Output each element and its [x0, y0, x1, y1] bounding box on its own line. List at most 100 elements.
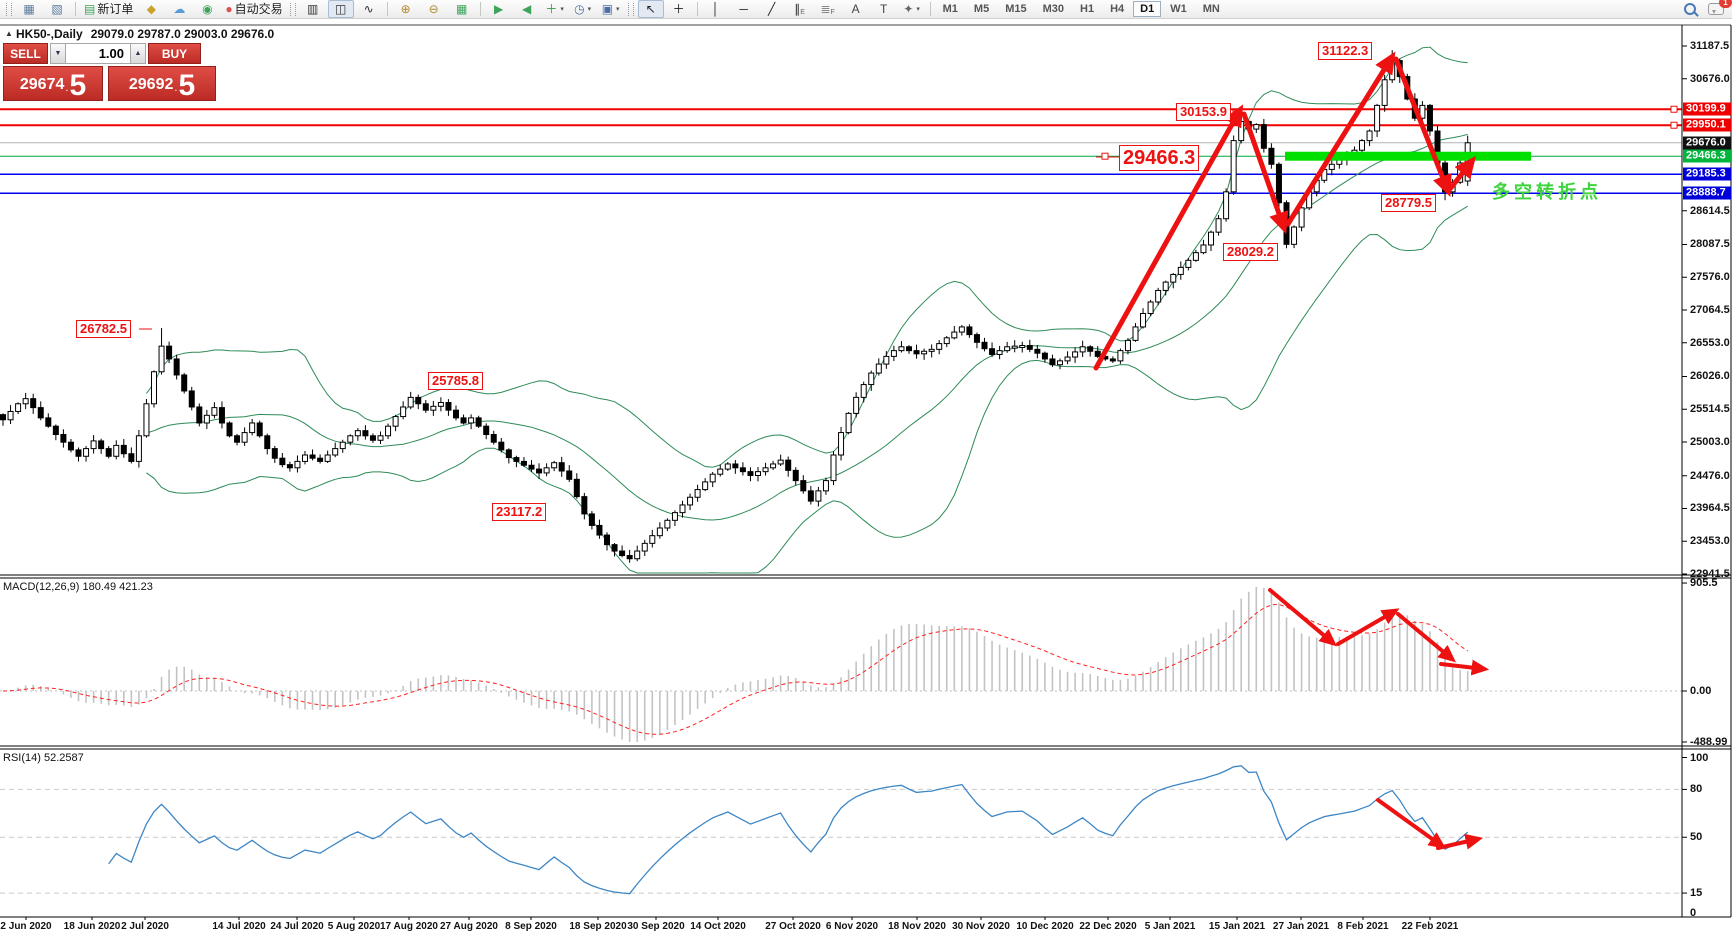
horizontal-line-icon: ─ [739, 2, 748, 16]
trendline-button[interactable]: ╱ [759, 0, 785, 18]
vertical-line-icon: │ [711, 2, 720, 16]
volume-increase-button[interactable]: ▲ [130, 43, 146, 64]
date-axis-label: 5 Jan 2021 [1144, 921, 1196, 932]
timeframe-mn[interactable]: MN [1202, 3, 1220, 15]
buy-label: BUY [148, 43, 201, 64]
timeframe-h1[interactable]: H1 [1080, 3, 1095, 15]
zoom-in-icon: ⊕ [400, 2, 411, 16]
metaeditor-icon: ☁ [173, 2, 186, 16]
price-axis-tick: 30676.0 [1690, 72, 1730, 85]
bar-chart-icon: ▥ [306, 2, 319, 16]
date-axis-label: 18 Nov 2020 [888, 921, 946, 932]
history-center-icon[interactable]: ◆ [138, 0, 164, 18]
rsi-axis-tick: 100 [1690, 751, 1709, 764]
price-annotation: 26782.5 [76, 320, 131, 338]
date-axis-label: 30 Nov 2020 [952, 921, 1010, 932]
date-axis-label: 14 Oct 2020 [690, 921, 746, 932]
trendline-icon: ╱ [768, 2, 776, 16]
equidistant-channel-button[interactable]: ∥ E [787, 0, 813, 18]
sell-button[interactable]: 29674. 5 [3, 66, 103, 101]
zoom-out-button[interactable]: ⊖ [421, 0, 447, 18]
buy-price-main: 29692 [128, 76, 174, 93]
line-chart-icon: ∿ [363, 2, 374, 16]
chart-shift-icon: ◀ [522, 2, 532, 16]
tile-windows-button[interactable]: ▦ [449, 0, 475, 18]
cursor-button[interactable]: ↖ [637, 0, 664, 18]
new-order-button-label: 新订单 [97, 2, 134, 16]
profiles-button[interactable]: ▧ [44, 0, 70, 18]
price-axis-tick: 23453.0 [1690, 535, 1730, 548]
templates-dropdown[interactable]: ▣ ▾ [598, 0, 624, 18]
line-chart-button[interactable]: ∿ [356, 0, 382, 18]
new-chart-icon: ▦ [23, 2, 35, 16]
buy-button[interactable]: 29692. 5 [108, 66, 216, 101]
chinese-annotation-text: 多空转折点 [1492, 182, 1602, 202]
templates-icon: ▣ [601, 2, 614, 16]
price-axis-tick: 25514.5 [1690, 403, 1730, 416]
chevron-down-icon: ▾ [916, 5, 920, 13]
candlestick-chart-button[interactable]: ◫ [327, 0, 354, 18]
bar-chart-button[interactable]: ▥ [300, 0, 326, 18]
rsi-axis-tick: 15 [1690, 887, 1703, 900]
rsi-axis-tick: 0 [1690, 907, 1697, 919]
new-chart-button[interactable]: ▦ [16, 0, 42, 18]
zoom-in-button[interactable]: ⊕ [393, 0, 419, 18]
timeframe-m5[interactable]: M5 [973, 3, 990, 15]
horizontal-line-button[interactable]: ─ [731, 0, 757, 18]
crosshair-button[interactable]: ＋ [666, 0, 692, 18]
toolbar-separator [479, 2, 481, 16]
date-axis-label: 8 Feb 2021 [1337, 921, 1389, 932]
price-axis-tick: 26553.0 [1690, 336, 1730, 349]
date-axis-label: 2 Jun 2020 [0, 921, 52, 932]
signals-icon: ◉ [202, 2, 213, 16]
price-axis-tick: 28614.5 [1690, 204, 1730, 217]
periods-dropdown[interactable]: ◷ ▾ [570, 0, 596, 18]
toolbar-separator [386, 2, 388, 16]
new-order-button[interactable]: ▤ 新订单 [81, 0, 136, 18]
signals-button[interactable]: ◉ [194, 0, 220, 18]
price-annotation: 29466.3 [1119, 145, 1200, 171]
volume-input[interactable]: 1.00 [66, 43, 130, 64]
autotrading-button[interactable]: ● 自动交易 [222, 0, 285, 18]
timeframe-h4[interactable]: H4 [1110, 3, 1125, 15]
fibonacci-icon: ≣ [820, 2, 831, 16]
timeframe-m30[interactable]: M30 [1042, 3, 1064, 15]
arrows-icon: ✦ [903, 2, 914, 16]
timeframe-d1[interactable]: D1 [1133, 1, 1162, 17]
date-axis-label: 5 Aug 2020 [327, 921, 381, 932]
autotrading-icon: ● [225, 2, 233, 16]
panel-collapse-icon[interactable]: ▲ [5, 29, 13, 38]
chart-shift-button[interactable]: ◀ [514, 0, 540, 18]
volume-decrease-button[interactable]: ▼ [50, 43, 66, 64]
price-annotation: 30153.9 [1176, 103, 1231, 121]
timeframe-m15[interactable]: M15 [1005, 3, 1027, 15]
autoscroll-icon: ▶ [494, 2, 504, 16]
text-button[interactable]: A [843, 0, 869, 18]
chart-ohlc: 29079.0 29787.0 29003.0 29676.0 [90, 27, 275, 41]
price-level-badge: 28888.7 [1683, 186, 1731, 200]
notification-badge: 1 [1719, 0, 1732, 8]
indicators-dropdown[interactable]: ＋ ▾ [542, 0, 568, 18]
notifications-button[interactable]: 1 [1708, 0, 1732, 15]
macd-histogram [9, 587, 1469, 742]
metaeditor-button[interactable]: ☁ [166, 0, 192, 18]
toolbar-drag-handle[interactable] [289, 2, 296, 16]
fibonacci-button[interactable]: ≣ F [815, 0, 841, 18]
autoscroll-button[interactable]: ▶ [486, 0, 512, 18]
toolbar-drag-handle[interactable] [6, 2, 12, 16]
icon-sub-letter: E [800, 9, 805, 16]
date-axis-label: 27 Oct 2020 [765, 921, 821, 932]
vertical-line-button[interactable]: │ [703, 0, 729, 18]
sell-price-main: 29674 [19, 76, 65, 93]
sell-price-dot: . [65, 82, 69, 94]
price-axis-tick: 25003.0 [1690, 436, 1730, 448]
toolbar-drag-handle[interactable] [627, 2, 634, 16]
arrows-dropdown[interactable]: ✦ ▾ [899, 0, 925, 18]
price-axis-tick: 22941.5 [1690, 568, 1730, 580]
text-label-button[interactable]: T [871, 0, 897, 18]
search-icon[interactable] [1684, 3, 1696, 15]
timeframe-w1[interactable]: W1 [1170, 3, 1187, 15]
timeframe-m1[interactable]: M1 [942, 3, 958, 15]
